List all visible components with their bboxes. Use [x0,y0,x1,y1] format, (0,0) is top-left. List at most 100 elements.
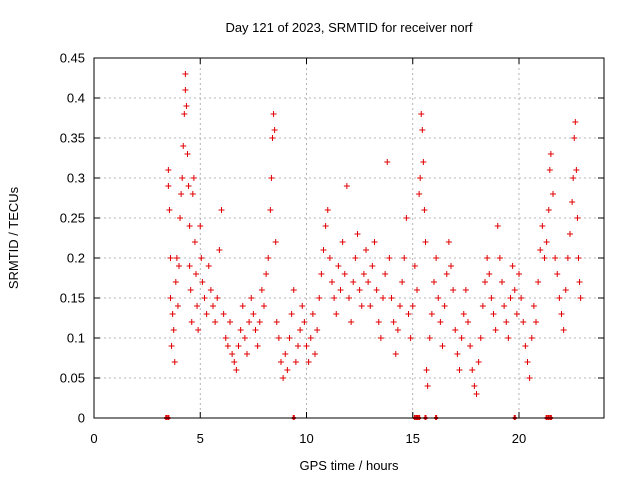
data-point [577,295,584,301]
data-point [352,255,359,261]
data-point [329,279,335,285]
data-point [167,295,174,301]
data-point [471,383,478,389]
data-point [535,279,542,285]
data-point [456,367,463,373]
data-point [373,287,380,293]
data-point [445,239,452,245]
data-point [420,159,427,165]
data-point [560,327,567,333]
data-point [552,255,559,261]
chart-title: Day 121 of 2023, SRMTID for receiver nor… [225,20,472,35]
data-point [550,191,556,197]
y-tick-label: 0.05 [60,371,85,386]
data-point [424,383,431,389]
data-point [533,319,539,325]
data-point [511,287,518,293]
data-point [170,327,177,333]
data-point [573,167,580,173]
data-point [567,231,573,237]
data-point [173,255,180,261]
data-point [503,319,510,325]
data-point [377,335,384,341]
data-point [282,351,289,357]
data-point [198,255,205,261]
y-tick-label: 0.45 [60,51,85,66]
data-point [399,279,406,285]
data-point [428,311,435,317]
data-point [439,343,446,349]
data-point [422,239,429,245]
data-point [207,287,214,293]
data-point [312,351,318,357]
data-point [394,327,401,333]
data-point [477,335,484,341]
y-axis-label: SRMTID / TECUs [6,186,21,289]
data-point [248,295,255,301]
data-point [524,359,531,365]
data-point [522,343,529,349]
data-point [252,327,259,333]
data-point [165,183,172,189]
data-point [574,215,581,221]
data-point [516,271,522,277]
x-tick-label: 15 [406,431,420,446]
data-point [174,303,181,309]
data-point [367,303,374,309]
data-point [199,279,206,285]
data-point [363,247,369,253]
data-point [216,247,223,253]
data-point [384,159,391,165]
data-point [382,271,389,277]
data-point [197,223,204,229]
data-point [244,351,250,357]
data-point [518,295,525,301]
data-point [505,335,512,341]
data-point [165,167,172,173]
data-point [488,295,495,301]
y-tick-label: 0.15 [60,291,85,306]
data-point [454,351,461,357]
data-point [356,287,363,293]
data-point [271,127,278,133]
data-point [346,295,352,301]
data-point [369,263,376,269]
data-point [167,255,174,261]
data-point [576,279,583,285]
data-point [365,279,372,285]
data-point [541,255,548,261]
data-point [371,239,378,245]
data-point [575,255,582,261]
data-point [185,183,192,189]
data-point [201,295,208,301]
data-point [348,319,355,325]
x-tick-label: 0 [90,431,97,446]
data-point [195,327,202,333]
data-point [460,311,467,317]
data-point [297,327,304,333]
data-point [469,367,476,373]
y-tick-label: 0.1 [67,331,85,346]
data-point [564,255,571,261]
data-point [423,367,430,373]
data-point [386,255,393,261]
data-point [267,207,274,213]
data-point [176,263,182,269]
data-point [320,247,327,253]
data-point [414,287,420,293]
data-point [218,207,225,213]
data-point [484,255,491,261]
data-point [299,303,306,309]
data-point [261,303,267,309]
data-point [318,271,325,277]
data-point [409,303,416,309]
data-point [507,295,514,301]
data-point [307,335,314,341]
data-point [530,303,537,309]
data-point [326,255,333,261]
data-point [169,311,176,317]
data-point [269,135,276,141]
data-point [417,175,424,181]
data-point [231,359,238,365]
